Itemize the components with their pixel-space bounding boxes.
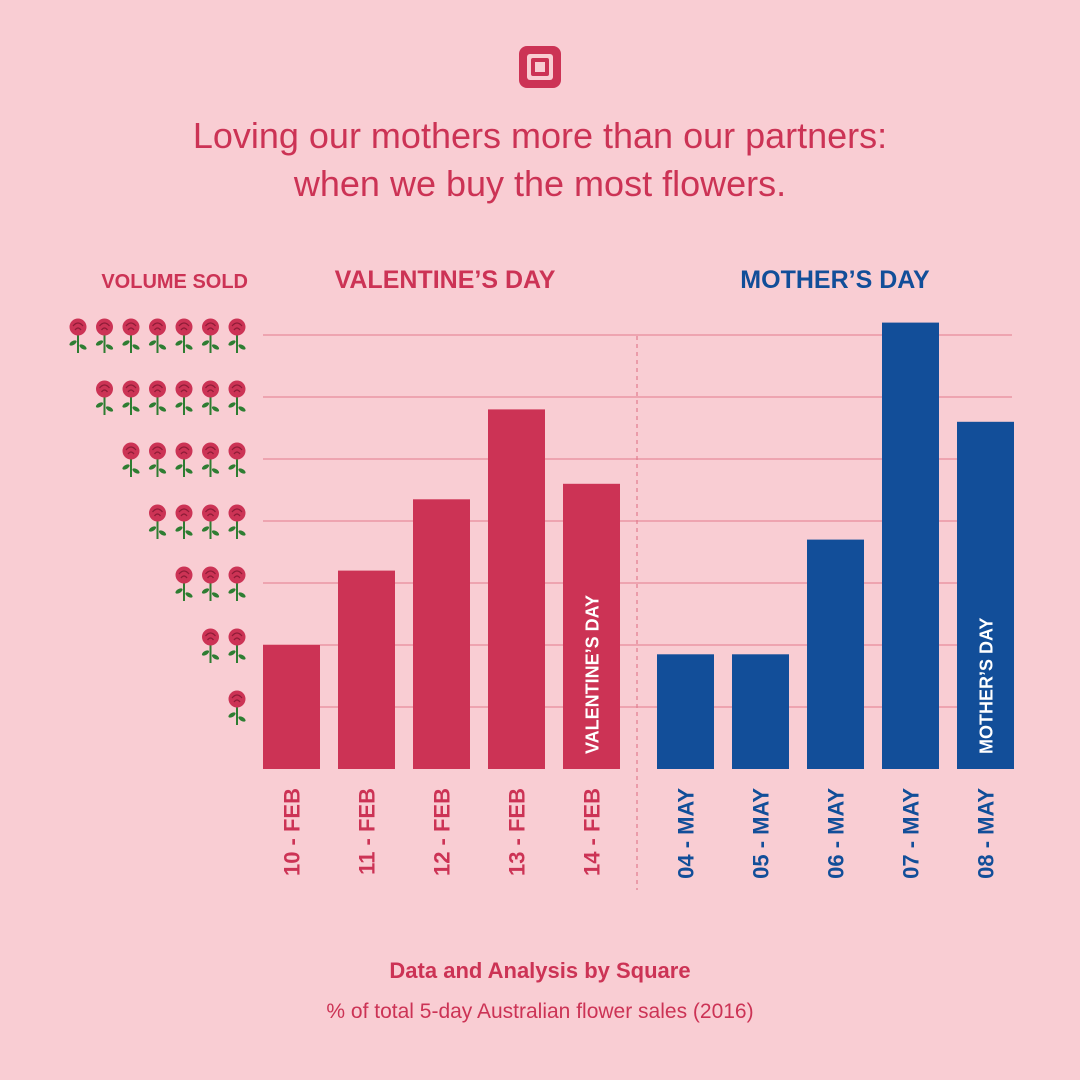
rose-icon	[201, 442, 220, 477]
chart-footnote: % of total 5-day Australian flower sales…	[326, 1000, 754, 1023]
x-tick-label: 12 - FEB	[430, 788, 455, 876]
rose-icon	[175, 442, 193, 477]
rose-icon	[201, 504, 220, 539]
rose-icon	[122, 318, 140, 353]
rose-icon	[95, 318, 114, 353]
rose-icon	[69, 318, 87, 353]
bar	[263, 645, 320, 769]
bar-annotation: VALENTINE’S DAY	[583, 595, 603, 754]
rose-icon	[228, 380, 246, 415]
rose-icon	[228, 318, 246, 353]
x-tick-label: 05 - MAY	[749, 788, 774, 879]
rose-icon	[122, 442, 140, 477]
rose-icon	[175, 318, 193, 353]
group-header: VALENTINE’S DAY	[335, 266, 556, 294]
rose-icon	[95, 380, 114, 415]
bar	[657, 654, 714, 769]
x-tick-label: 08 - MAY	[974, 788, 999, 879]
title-line-2: when we buy the most flowers.	[293, 163, 787, 204]
rose-icon	[148, 318, 167, 353]
rose-icon	[148, 442, 167, 477]
rose-icon	[122, 380, 140, 415]
x-tick-label: 11 - FEB	[355, 788, 380, 875]
rose-icon	[175, 566, 193, 601]
rose-icon	[175, 504, 193, 539]
group-header: MOTHER’S DAY	[740, 266, 930, 294]
rose-icon	[228, 690, 246, 725]
source-credit: Data and Analysis by Square	[389, 958, 691, 983]
rose-icon	[148, 504, 167, 539]
bar	[807, 539, 864, 769]
rose-icon	[201, 628, 220, 663]
bar	[732, 654, 789, 769]
rose-icon	[228, 628, 246, 663]
rose-icon	[201, 566, 220, 601]
x-tick-label: 14 - FEB	[580, 788, 605, 876]
rose-icon	[201, 380, 220, 415]
bar-annotation: MOTHER’S DAY	[977, 618, 997, 754]
bar	[882, 322, 939, 769]
x-tick-label: 13 - FEB	[505, 788, 530, 876]
x-tick-label: 10 - FEB	[280, 788, 305, 876]
y-axis-label: VOLUME SOLD	[101, 271, 248, 293]
x-tick-label: 07 - MAY	[899, 788, 924, 879]
title-line-1: Loving our mothers more than our partner…	[192, 115, 888, 156]
bar	[488, 409, 545, 769]
square-logo-icon	[519, 46, 561, 88]
rose-icon	[175, 380, 193, 415]
bar	[957, 421, 1014, 769]
rose-icon	[148, 380, 167, 415]
rose-icon	[201, 318, 220, 353]
chart-title: Loving our mothers more than our partner…	[0, 112, 1080, 208]
rose-icon	[228, 566, 246, 601]
rose-icon	[228, 504, 246, 539]
bar	[413, 499, 470, 769]
bar	[563, 483, 620, 769]
bar	[338, 570, 395, 769]
x-tick-label: 06 - MAY	[824, 788, 849, 879]
x-tick-label: 04 - MAY	[674, 788, 699, 879]
rose-icon	[228, 442, 246, 477]
